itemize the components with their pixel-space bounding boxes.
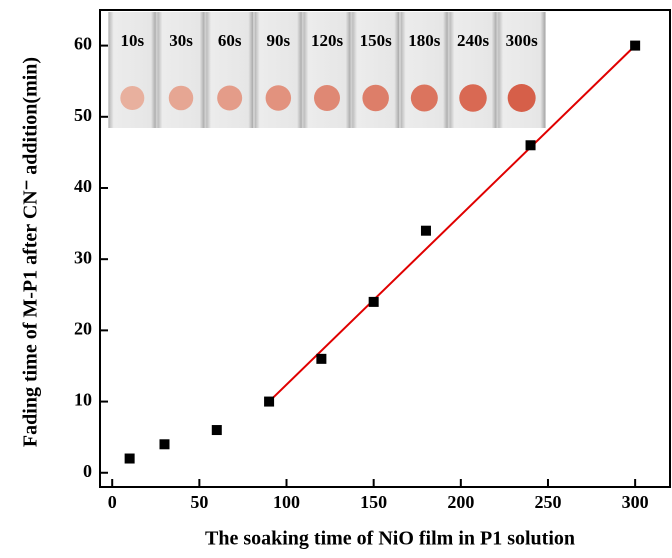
inset-label: 180s xyxy=(408,31,441,50)
data-point xyxy=(159,439,170,450)
stain-spot xyxy=(120,86,145,110)
x-tick-label: 150 xyxy=(360,492,387,512)
y-tick-label: 60 xyxy=(74,34,92,54)
y-tick-label: 30 xyxy=(74,247,92,267)
y-tick-label: 10 xyxy=(74,390,92,410)
test-strip xyxy=(206,12,253,128)
x-tick-label: 50 xyxy=(190,492,208,512)
data-point xyxy=(368,296,379,307)
inset-label: 60s xyxy=(218,31,242,50)
fit-line xyxy=(268,44,636,403)
inset-photo: 10s 30s 60s 90s 120s 150s 180s 240s 300s xyxy=(108,12,546,128)
plot-frame xyxy=(99,9,671,488)
test-strip xyxy=(157,12,205,128)
stain-spot xyxy=(459,84,487,112)
stain-spot xyxy=(410,84,438,112)
x-tick-label: 200 xyxy=(447,492,474,512)
inset-label: 120s xyxy=(311,31,344,50)
data-point xyxy=(630,40,641,51)
y-tick-label: 20 xyxy=(74,318,92,338)
stain-spot xyxy=(314,85,340,111)
inset-label: 300s xyxy=(506,31,539,50)
y-tick-label: 40 xyxy=(74,176,92,196)
data-point xyxy=(124,453,135,464)
test-strip xyxy=(109,12,156,128)
data-point xyxy=(211,425,222,436)
stain-spot xyxy=(217,85,243,111)
data-point xyxy=(420,225,431,236)
data-point xyxy=(525,140,536,151)
x-axis-title: The soaking time of NiO film in P1 solut… xyxy=(205,528,575,550)
inset-label: 240s xyxy=(457,31,490,50)
stain-spot xyxy=(265,85,292,111)
inset-label: 10s xyxy=(121,31,145,50)
data-point xyxy=(316,353,327,364)
x-tick-label: 300 xyxy=(622,492,649,512)
stain-spot xyxy=(507,84,536,112)
y-tick-label: 0 xyxy=(83,461,92,481)
x-tick-label: 0 xyxy=(108,492,117,512)
stain-spot xyxy=(362,84,389,112)
inset-label: 90s xyxy=(267,31,291,50)
y-axis-title: Fading time of M-P1 after CN⁻ addition(m… xyxy=(20,57,42,447)
inset-label: 150s xyxy=(360,31,393,50)
data-point xyxy=(264,396,275,407)
stain-spot xyxy=(168,85,194,111)
x-tick-label: 250 xyxy=(534,492,561,512)
y-tick-label: 50 xyxy=(74,105,92,125)
inset-label: 30s xyxy=(169,31,193,50)
x-tick-label: 100 xyxy=(273,492,300,512)
